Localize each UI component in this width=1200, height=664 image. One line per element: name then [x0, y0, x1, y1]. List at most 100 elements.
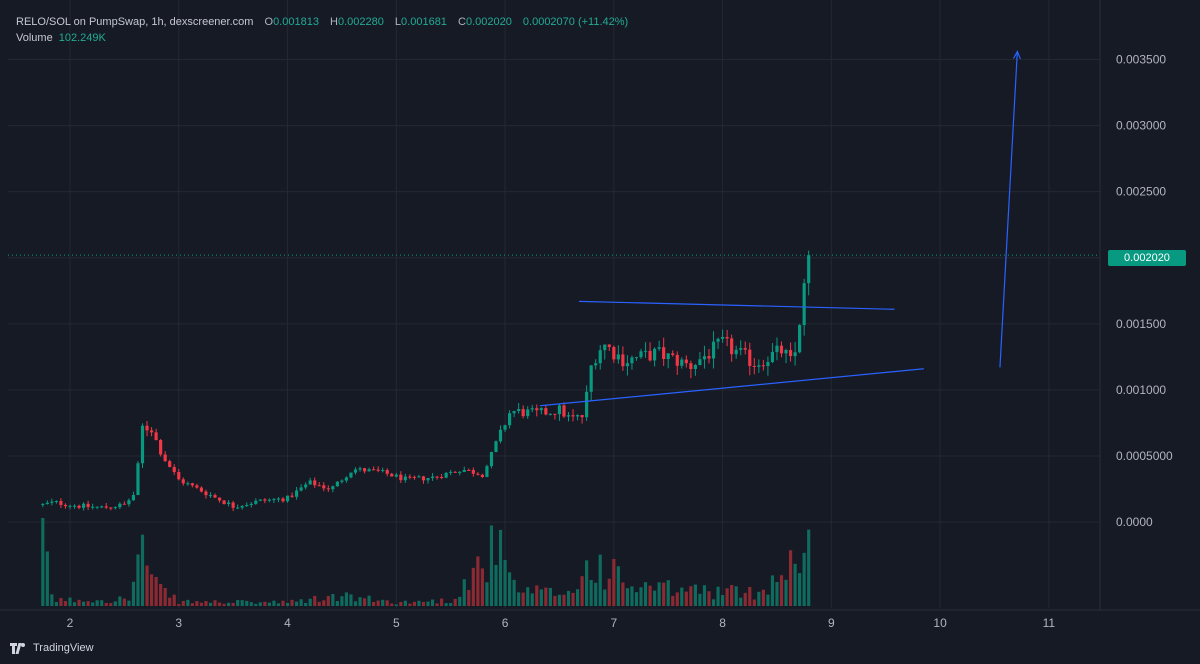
volume-bar: [195, 601, 199, 606]
candle-body: [462, 469, 466, 472]
volume-bar: [562, 594, 566, 606]
volume-bar: [45, 551, 49, 606]
volume-bar: [489, 525, 494, 606]
open-value: 0.001813: [273, 16, 319, 28]
candle-body: [648, 350, 652, 361]
volume-bar: [217, 602, 222, 606]
volume-bar: [784, 579, 788, 606]
candle-body: [412, 476, 417, 478]
volume-bar: [263, 601, 267, 606]
volume-bar: [671, 595, 675, 606]
volume-bar: [140, 534, 145, 606]
volume-bar: [258, 602, 262, 606]
candle-body: [720, 336, 725, 339]
candle-body: [109, 507, 113, 509]
volume-bar: [281, 600, 285, 606]
candle-body: [72, 505, 77, 507]
candle-body: [149, 430, 154, 433]
candle-body: [372, 469, 376, 471]
volume-bar: [698, 593, 702, 606]
volume-bar: [693, 584, 697, 606]
volume-bar: [449, 603, 453, 606]
candle-body: [476, 473, 480, 475]
candle-body: [512, 411, 516, 414]
volume-bar: [788, 550, 793, 606]
candle-body: [716, 338, 720, 342]
candle-body: [222, 500, 226, 505]
volume-bar: [535, 585, 539, 606]
candle-body: [227, 502, 231, 505]
volume-bar: [612, 558, 616, 606]
candle-body: [639, 351, 643, 358]
volume-bar: [480, 568, 484, 606]
volume-bar: [748, 586, 752, 606]
candle-body: [145, 425, 149, 431]
volume-bar: [308, 598, 312, 606]
close-key: C: [458, 16, 466, 28]
high-value: 0.002280: [337, 16, 384, 28]
candle-body: [290, 495, 294, 497]
candle-body: [122, 503, 126, 505]
candle-body: [526, 409, 530, 417]
candle-body: [394, 474, 398, 477]
volume-bar: [372, 601, 376, 606]
candle-body: [494, 441, 498, 453]
volume-bar: [680, 587, 684, 606]
candle-body: [54, 501, 58, 503]
volume-bar: [503, 559, 507, 606]
volume-bar: [367, 595, 371, 606]
candle-body: [63, 504, 68, 507]
candle-body: [258, 499, 262, 501]
volume-bar: [498, 529, 503, 606]
candle-body: [204, 491, 208, 496]
volume-bar: [458, 596, 462, 606]
volume-bar: [240, 600, 244, 606]
candle-body: [163, 454, 167, 462]
candle-body: [643, 350, 648, 352]
x-tick-label: 10: [933, 616, 947, 630]
candle-body: [711, 341, 716, 359]
y-tick-label: 0.003000: [1116, 119, 1166, 133]
candle-body: [199, 487, 204, 492]
volume-bar: [761, 589, 765, 606]
tradingview-logo[interactable]: TradingView: [10, 642, 94, 654]
high-key: H: [330, 16, 338, 28]
volume-bar: [408, 603, 412, 606]
candle-body: [77, 505, 81, 508]
volume-bar: [149, 574, 154, 606]
x-tick-label: 9: [828, 616, 835, 630]
close-value: 0.002020: [465, 16, 512, 28]
candle-body: [775, 345, 779, 352]
candle-body: [417, 476, 421, 478]
candle-body: [308, 480, 312, 485]
volume-bar: [575, 589, 580, 606]
candle-body: [50, 501, 54, 503]
candle-body: [553, 413, 557, 415]
candle-body: [127, 500, 131, 505]
candle-body: [680, 359, 684, 366]
candle-body: [440, 477, 444, 479]
volume-bar: [249, 602, 253, 606]
candle-body: [734, 349, 738, 355]
candle-body: [59, 501, 63, 505]
candle-body: [104, 506, 108, 508]
candle-body: [449, 471, 453, 473]
volume-bar: [376, 600, 380, 606]
candle-body: [671, 353, 675, 355]
volume-bar: [77, 599, 81, 606]
volume-bar: [177, 604, 181, 606]
candle-body: [272, 499, 276, 501]
volume-bar: [54, 602, 58, 606]
candle-body: [625, 363, 630, 367]
candle-body: [585, 391, 589, 418]
volume-bar: [594, 582, 598, 606]
volume-bar: [381, 599, 385, 606]
candle-body: [621, 354, 625, 367]
volume-bar: [643, 582, 648, 606]
candle-body: [698, 359, 702, 366]
candle-body: [689, 363, 693, 370]
volume-bar: [186, 599, 190, 606]
volume-bar: [335, 601, 339, 606]
x-tick-label: 3: [175, 616, 182, 630]
